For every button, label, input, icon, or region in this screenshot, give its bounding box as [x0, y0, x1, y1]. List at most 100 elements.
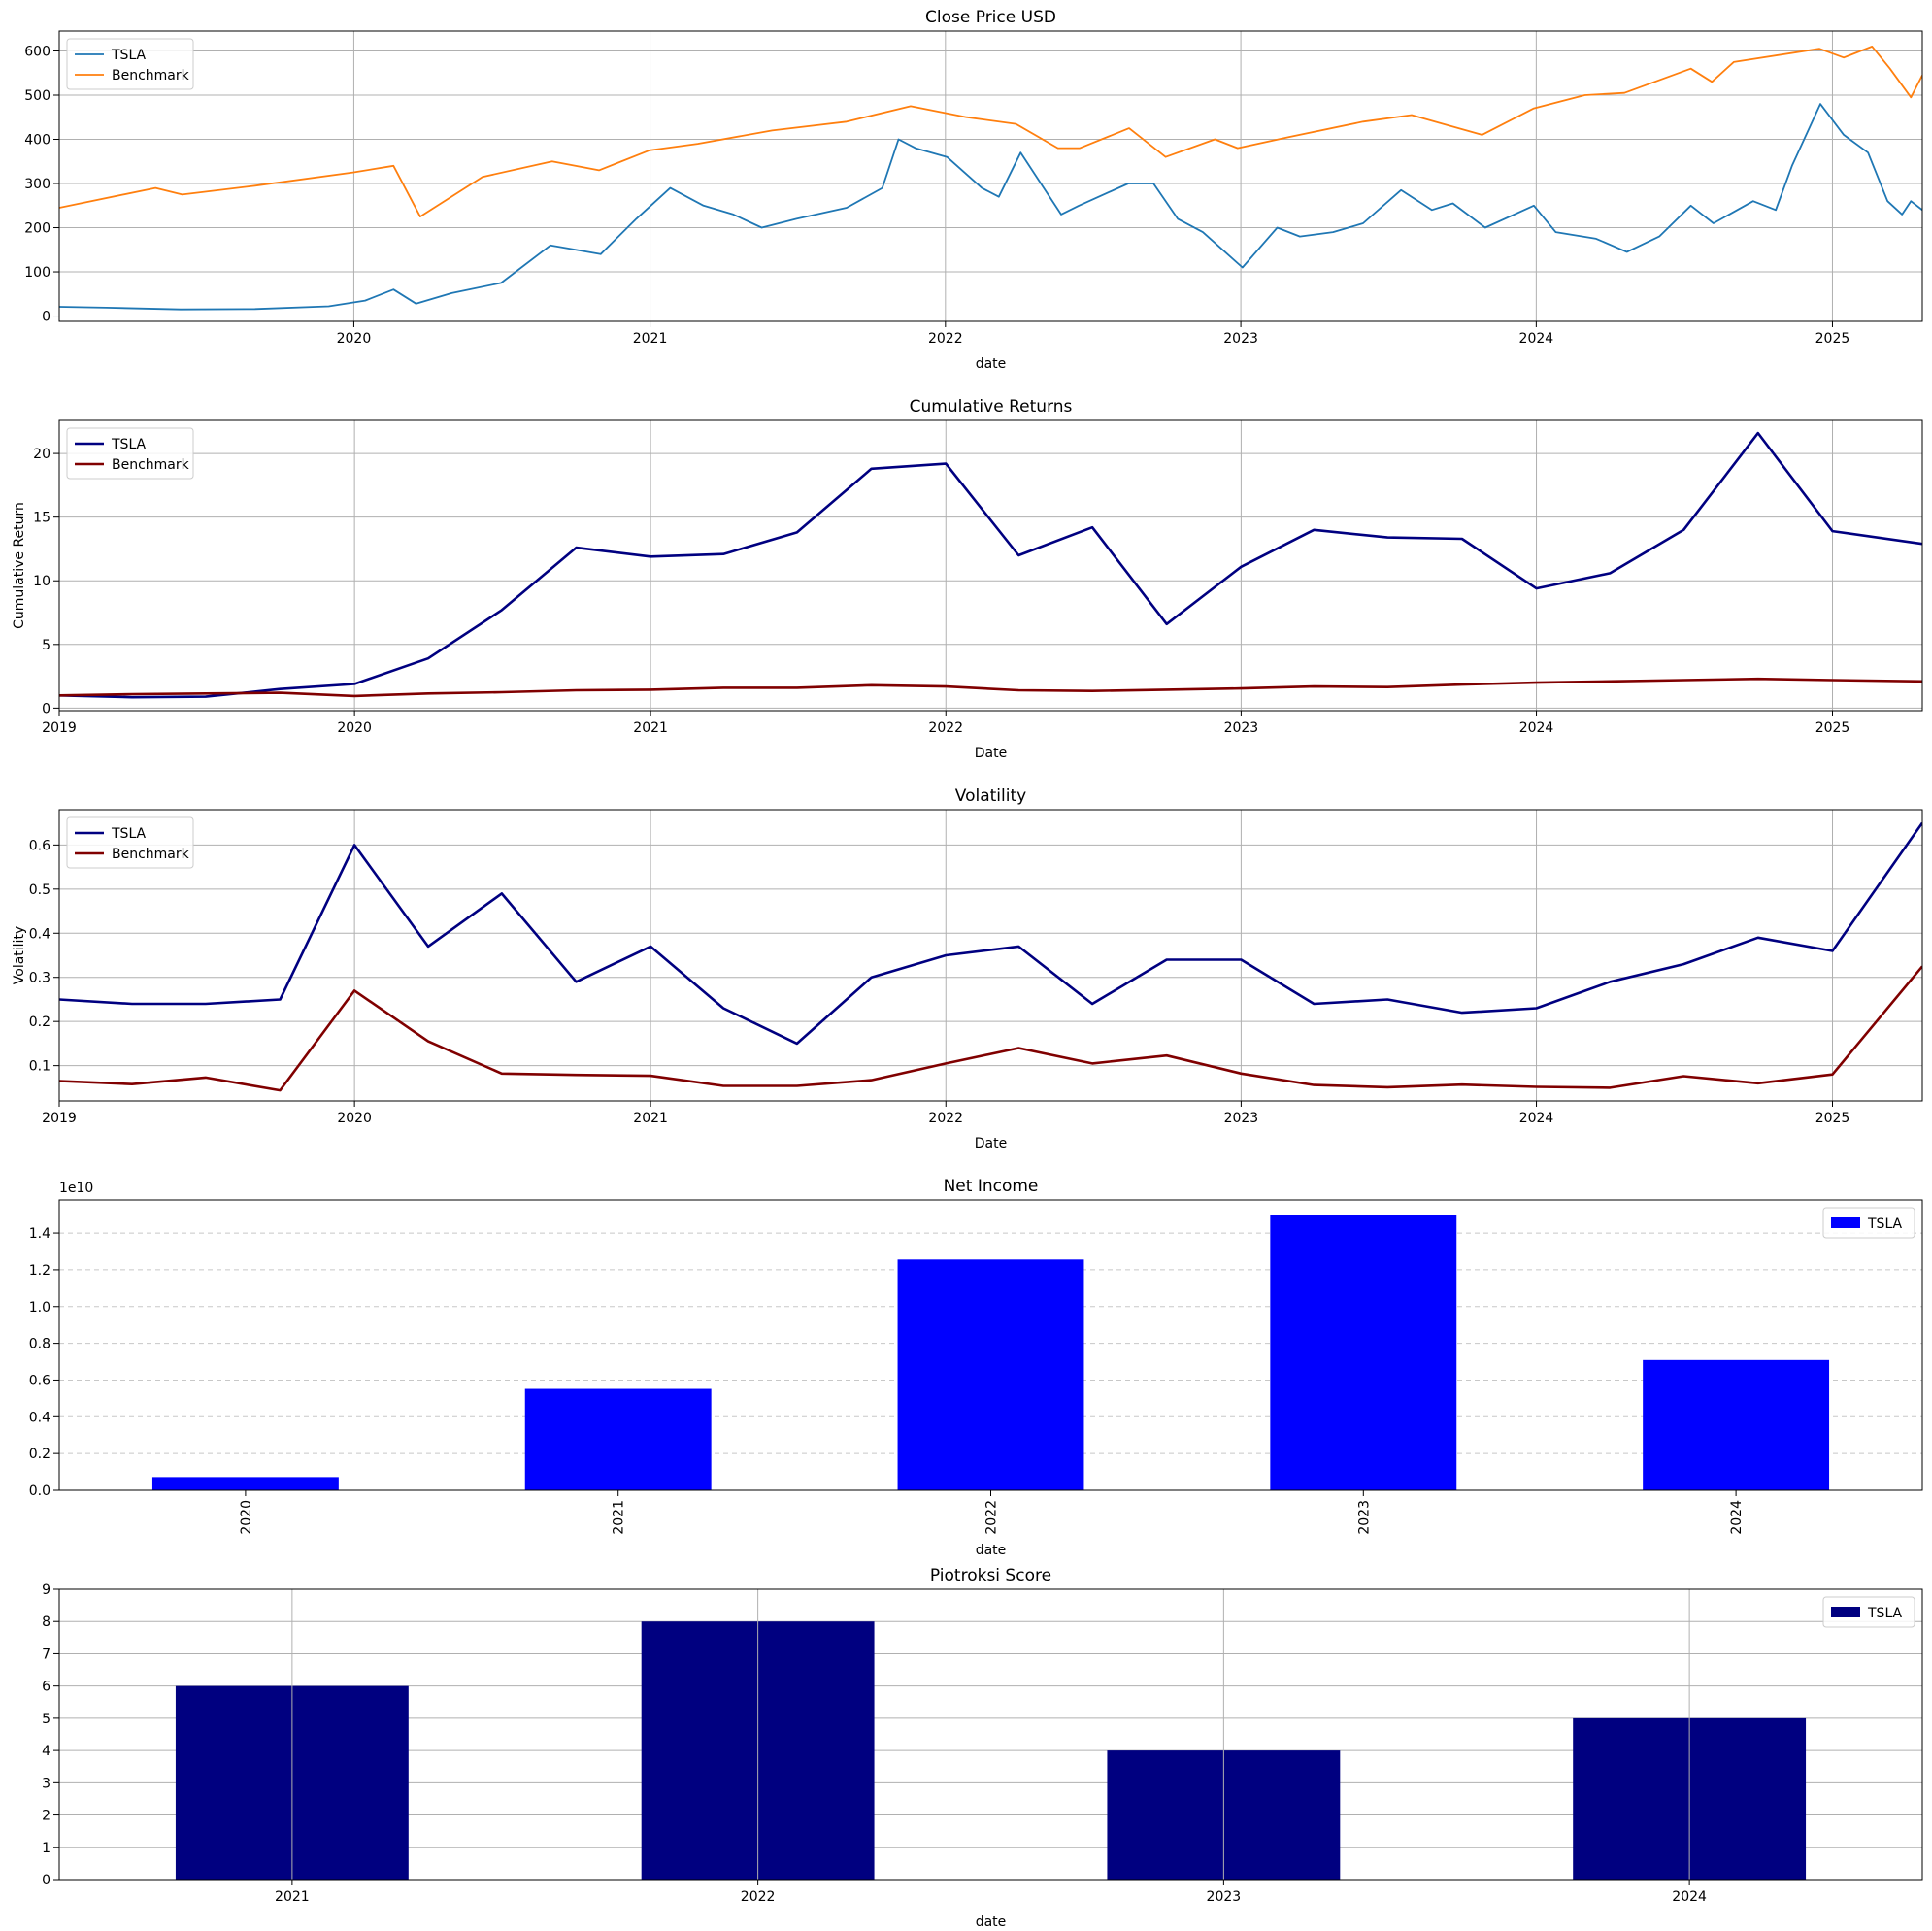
- legend-box: [66, 427, 194, 480]
- x-tick-label: 2023: [1223, 331, 1258, 347]
- y-tick-label: 3: [42, 1776, 50, 1791]
- y-tick-label: 0: [42, 1873, 50, 1888]
- legend-box: [66, 38, 194, 90]
- x-tick-label: 2024: [1729, 1500, 1745, 1535]
- x-axis-label: date: [976, 356, 1007, 372]
- legend: TSLA: [1822, 1596, 1915, 1628]
- y-axis-label: Cumulative Return: [12, 502, 27, 629]
- y-tick-label: 5: [42, 1712, 50, 1727]
- x-tick-label: 2020: [239, 1500, 254, 1535]
- x-axis-label: Date: [975, 1136, 1007, 1151]
- y-tick-label: 400: [24, 132, 50, 148]
- x-tick-label: 2021: [275, 1889, 310, 1905]
- x-tick-label: 2025: [1815, 720, 1850, 736]
- chart-title: Net Income: [944, 1177, 1039, 1196]
- x-tick-label: 2024: [1519, 1111, 1554, 1126]
- bar-2024: [1643, 1359, 1830, 1490]
- legend-label: Benchmark: [112, 68, 190, 83]
- legend-box: [1822, 1207, 1915, 1239]
- series-line-tsla: [59, 821, 1922, 1046]
- axes-frame: [58, 1199, 1923, 1491]
- axes-frame: [58, 1588, 1923, 1881]
- legend-label: TSLA: [1867, 1606, 1903, 1621]
- x-tick-label: 2022: [928, 331, 963, 347]
- y-tick-label: 0.2: [29, 1015, 50, 1030]
- x-tick-label: 2020: [337, 720, 372, 736]
- y-tick-label: 4: [42, 1744, 50, 1759]
- x-tick-label: 2024: [1519, 720, 1554, 736]
- y-tick-label: 1.2: [29, 1263, 50, 1279]
- y-tick-label: 0.1: [29, 1059, 50, 1075]
- legend-label: Benchmark: [112, 847, 190, 862]
- y-tick-label: 0.5: [29, 882, 50, 898]
- y-tick-label: 1: [42, 1841, 50, 1856]
- series-line-tsla: [59, 103, 1922, 311]
- y-tick-label: 0.6: [29, 838, 50, 853]
- y-tick-label: 300: [24, 177, 50, 192]
- x-tick-label: 2022: [741, 1889, 776, 1905]
- axis-offset-label: 1e10: [59, 1181, 93, 1196]
- chart-title: Volatility: [955, 786, 1026, 806]
- series-line-benchmark: [59, 677, 1922, 698]
- x-tick-label: 2024: [1519, 331, 1554, 347]
- y-tick-label: 200: [24, 221, 50, 237]
- x-tick-label: 2022: [984, 1500, 1000, 1535]
- x-tick-label: 2023: [1224, 1111, 1259, 1126]
- y-tick-label: 0.3: [29, 971, 50, 986]
- y-tick-label: 100: [24, 265, 50, 281]
- x-tick-label: 2022: [928, 1111, 963, 1126]
- x-tick-label: 2020: [337, 331, 372, 347]
- y-tick-label: 8: [42, 1615, 50, 1630]
- legend-box: [66, 816, 194, 869]
- legend: TSLA Benchmark: [66, 38, 194, 90]
- series-line-benchmark: [59, 46, 1922, 218]
- y-tick-label: 0: [42, 310, 50, 325]
- y-tick-label: 600: [24, 44, 50, 59]
- x-axis-label: Date: [975, 746, 1007, 761]
- legend-swatch: [1831, 1607, 1860, 1617]
- legend-box: [1822, 1596, 1915, 1628]
- x-tick-label: 2025: [1815, 331, 1850, 347]
- x-axis-label: date: [976, 1914, 1007, 1930]
- bar-2020: [151, 1477, 339, 1490]
- y-tick-label: 1.4: [29, 1226, 50, 1242]
- chart-panel-1: Cumulative Returns Date Cumulative Return 2…: [12, 397, 1923, 761]
- series-line-benchmark: [59, 965, 1922, 1092]
- legend-label: TSLA: [111, 826, 147, 842]
- y-tick-label: 2: [42, 1809, 50, 1824]
- y-tick-label: 0.8: [29, 1337, 50, 1352]
- legend-label: TSLA: [1867, 1216, 1903, 1232]
- x-tick-label: 2021: [633, 331, 668, 347]
- y-tick-label: 0.4: [29, 926, 50, 942]
- y-tick-label: 0.4: [29, 1410, 50, 1425]
- chart-panel-3: Net Income date 0.0 0.2 0.4 0.6 0.8 1.0 1.2 1.4 20…: [29, 1177, 1923, 1558]
- chart-panel-0: Close Price USD date 2020 2021 2022 2023 2024 2…: [24, 8, 1923, 372]
- axes-frame: [58, 809, 1923, 1102]
- x-axis-label: date: [976, 1543, 1007, 1558]
- y-tick-label: 15: [33, 511, 50, 526]
- chart-title: Piotroksi Score: [930, 1566, 1051, 1585]
- y-axis-label: Volatility: [12, 926, 27, 984]
- x-tick-label: 2023: [1224, 720, 1259, 736]
- x-tick-label: 2024: [1672, 1889, 1707, 1905]
- legend-label: TSLA: [111, 437, 147, 452]
- bar-2022: [897, 1259, 1084, 1490]
- x-tick-label: 2019: [42, 720, 77, 736]
- x-tick-label: 2023: [1356, 1500, 1372, 1535]
- y-tick-label: 1.0: [29, 1300, 50, 1315]
- y-tick-label: 0.0: [29, 1483, 50, 1499]
- legend-label: Benchmark: [112, 457, 190, 473]
- legend-swatch: [1831, 1217, 1860, 1228]
- y-tick-label: 0: [42, 701, 50, 716]
- series-line-tsla: [59, 431, 1922, 699]
- legend: TSLA Benchmark: [66, 427, 194, 480]
- y-tick-label: 6: [42, 1680, 50, 1695]
- y-tick-label: 10: [33, 574, 50, 589]
- x-tick-label: 2021: [612, 1500, 627, 1535]
- y-tick-label: 5: [42, 638, 50, 653]
- y-tick-label: 500: [24, 88, 50, 104]
- y-tick-label: 0.2: [29, 1447, 50, 1462]
- axes-frame: [58, 419, 1923, 712]
